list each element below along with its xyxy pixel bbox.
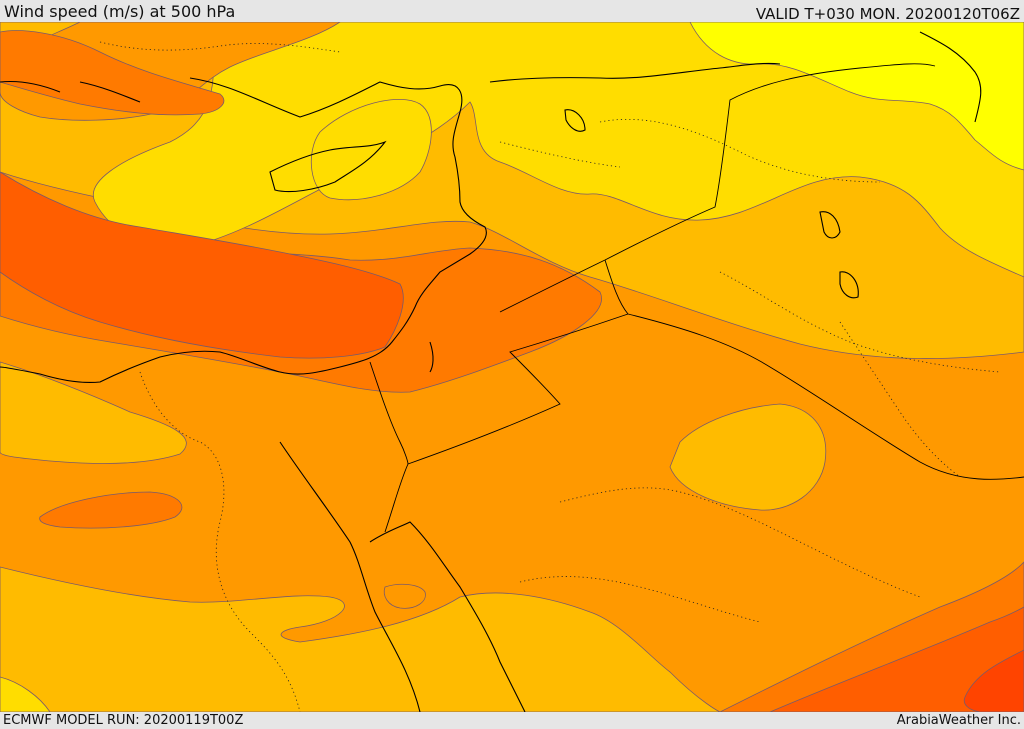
map-title: Wind speed (m/s) at 500 hPa bbox=[4, 2, 236, 21]
model-run-label: ECMWF MODEL RUN: 20200119T00Z bbox=[3, 713, 244, 728]
coastlines bbox=[0, 31, 982, 712]
wind-band-yellow-cyprus bbox=[310, 98, 432, 201]
wind-band-sw-yellow bbox=[0, 676, 51, 712]
wind-band-yellow bbox=[92, 22, 1024, 278]
country-borders bbox=[369, 63, 1024, 533]
wind-band-nw-core bbox=[0, 30, 225, 116]
wind-speed-map bbox=[0, 22, 1024, 712]
wind-band-southeast-max bbox=[963, 649, 1024, 712]
valid-time-label: VALID T+030 MON. 20200120T06Z bbox=[755, 5, 1020, 23]
wind-band-bright-yellow bbox=[689, 22, 1024, 171]
wind-band-southwest bbox=[0, 361, 187, 464]
wind-band-sw-streak bbox=[39, 491, 183, 529]
wind-band-south bbox=[0, 566, 721, 712]
wind-band-south-patch bbox=[383, 583, 426, 609]
regional-borders bbox=[99, 41, 1001, 712]
wind-band-central-patch bbox=[669, 403, 827, 511]
header-bar: Wind speed (m/s) at 500 hPa VALID T+030 … bbox=[0, 0, 1024, 23]
wind-band-jet-core bbox=[0, 171, 404, 359]
wind-band-southeast-core bbox=[769, 606, 1024, 712]
footer-bar: ECMWF MODEL RUN: 20200119T00Z ArabiaWeat… bbox=[0, 712, 1024, 729]
credit-label: ArabiaWeather Inc. bbox=[896, 713, 1021, 728]
